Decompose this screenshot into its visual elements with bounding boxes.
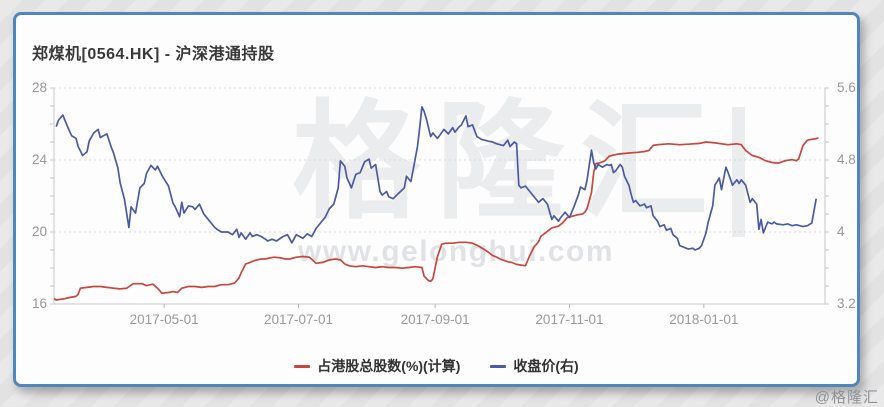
chart-card: 郑煤机[0564.HK] - 沪深港通持股 格隆汇 www.gelonghui.… (13, 12, 860, 387)
legend-swatch-icon (490, 364, 507, 368)
x-tick-label: 2018-01-01 (669, 312, 739, 327)
x-tick-label: 2017-07-01 (263, 312, 334, 327)
legend-swatch-icon (294, 364, 311, 368)
legend-item-1[interactable]: 收盘价(右) (490, 356, 579, 376)
y-left-tick-label: 28 (31, 80, 47, 95)
legend-label: 占港股总股数(%)(计算) (317, 358, 461, 374)
y-left-tick-label: 16 (31, 296, 47, 311)
corner-credit: @格隆汇 (814, 389, 879, 406)
y-right-tick-label: 4.8 (837, 152, 856, 167)
y-right-tick-label: 5.6 (837, 80, 856, 95)
x-tick-label: 2017-05-01 (129, 312, 199, 327)
y-left-tick-label: 20 (31, 224, 47, 239)
x-tick-label: 2017-09-01 (400, 312, 470, 327)
x-tick-label: 2017-11-01 (535, 312, 604, 327)
y-left-tick-label: 24 (31, 152, 47, 167)
legend: 占港股总股数(%)(计算) 收盘价(右) (16, 356, 857, 376)
series-line-0[interactable] (53, 137, 819, 301)
legend-label: 收盘价(右) (513, 358, 579, 374)
plot-area[interactable] (48, 84, 831, 310)
legend-item-0[interactable]: 占港股总股数(%)(计算) (294, 356, 460, 376)
y-right-tick-label: 3.2 (837, 296, 856, 311)
watermark-bar-icon (732, 107, 745, 237)
y-right-tick-label: 4 (837, 224, 845, 239)
series-line-1[interactable] (55, 106, 818, 251)
chart-title: 郑煤机[0564.HK] - 沪深港通持股 (32, 46, 275, 63)
